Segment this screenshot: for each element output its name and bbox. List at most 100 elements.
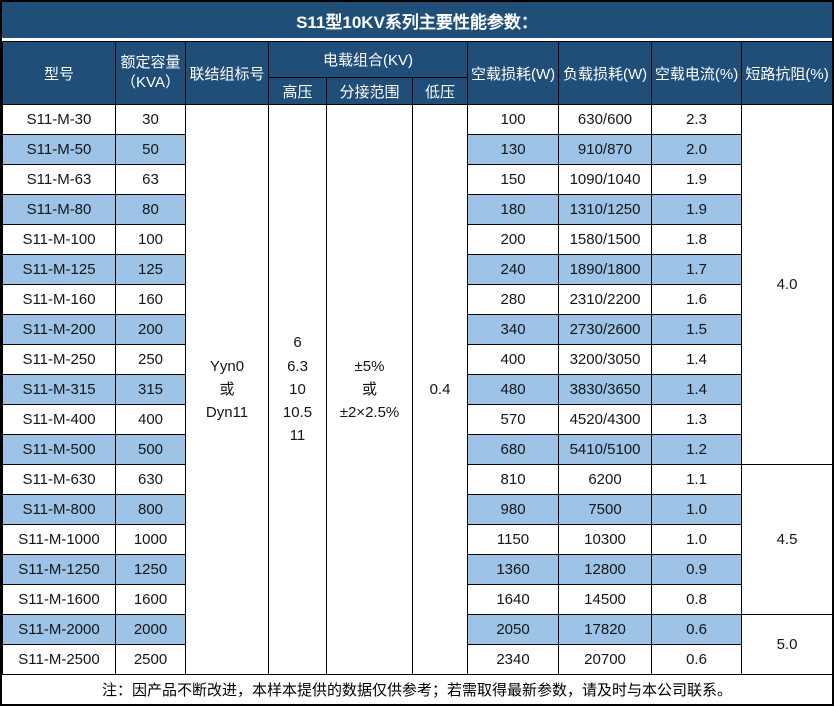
cell-no-load-loss: 200 [467, 224, 560, 255]
cell-no-load-loss: 100 [467, 104, 560, 135]
cell-impedance: 4.5 [741, 464, 832, 615]
cell-no-load-loss: 1360 [467, 554, 560, 585]
cell-model: S11-M-2000 [2, 614, 116, 645]
cell-load-loss: 3200/3050 [558, 344, 653, 375]
cell-model: S11-M-200 [2, 314, 116, 345]
table-row: S11-M-2500 2500 2340 20700 0.6 [2, 644, 833, 675]
table-row: S11-M-50 50 130 910/870 2.0 [2, 134, 833, 165]
cell-no-load-loss: 980 [467, 494, 560, 525]
cell-model: S11-M-800 [2, 494, 116, 525]
cell-no-load-current: 1.6 [651, 284, 743, 315]
col-header-connection-group: 联结组标号 [185, 41, 269, 105]
cell-capacity: 800 [115, 494, 186, 525]
cell-no-load-loss: 680 [467, 434, 560, 465]
cell-load-loss: 2310/2200 [558, 284, 653, 315]
cell-load-loss: 5410/5100 [558, 434, 653, 465]
table-row: S11-M-400 400 570 4520/4300 1.3 [2, 404, 833, 435]
table-row: S11-M-200 200 340 2730/2600 1.5 [2, 314, 833, 345]
cell-high-voltage: 6 6.3 10 10.5 11 [268, 104, 327, 675]
cell-capacity: 80 [115, 194, 186, 225]
cell-no-load-loss: 400 [467, 344, 560, 375]
header-row-1: 型号 额定容量 （KVA） 联结组标号 电载组合(KV) 空载损耗(W) 负载损… [2, 41, 832, 105]
cell-no-load-current: 1.2 [651, 434, 743, 465]
cell-capacity: 125 [115, 254, 186, 285]
cell-capacity: 315 [115, 374, 186, 405]
col-header-voltage-group: 电载组合(KV) [267, 41, 469, 78]
cell-capacity: 100 [115, 224, 186, 255]
cell-no-load-loss: 2340 [467, 644, 560, 675]
col-header-high-voltage: 高压 [268, 77, 327, 105]
cell-load-loss: 6200 [558, 464, 653, 495]
page-title: S11型10KV系列主要性能参数： [2, 2, 832, 38]
cell-no-load-loss: 130 [467, 134, 560, 165]
cell-load-loss: 630/600 [558, 104, 653, 135]
cell-capacity: 50 [115, 134, 186, 165]
table-row: S11-M-250 250 400 3200/3050 1.4 [2, 344, 833, 375]
cell-load-loss: 1090/1040 [558, 164, 653, 195]
col-header-tap-range: 分接范围 [326, 77, 413, 105]
cell-model: S11-M-250 [2, 344, 116, 375]
cell-no-load-loss: 480 [467, 374, 560, 405]
cell-capacity: 1000 [115, 524, 186, 555]
cell-no-load-loss: 570 [467, 404, 560, 435]
cell-load-loss: 20700 [558, 644, 653, 675]
cell-no-load-loss: 2050 [467, 614, 560, 645]
col-header-no-load-current: 空载电流(%) [651, 41, 743, 105]
cell-no-load-current: 1.9 [651, 194, 743, 225]
cell-load-loss: 910/870 [558, 134, 653, 165]
cell-load-loss: 3830/3650 [558, 374, 653, 405]
cell-no-load-current: 1.0 [651, 524, 743, 555]
cell-model: S11-M-160 [2, 284, 116, 315]
cell-no-load-current: 0.6 [651, 614, 743, 645]
cell-no-load-current: 1.4 [651, 344, 743, 375]
col-header-load-loss: 负载损耗(W) [558, 41, 653, 105]
cell-no-load-loss: 1640 [467, 584, 560, 615]
table-row: S11-M-125 125 240 1890/1800 1.7 [2, 254, 833, 285]
table-header: 型号 额定容量 （KVA） 联结组标号 电载组合(KV) 空载损耗(W) 负载损… [2, 41, 833, 105]
cell-load-loss: 1310/1250 [558, 194, 653, 225]
table-body: S11-M-30 30 Yyn0 或 Dyn11 6 6.3 10 10.5 1… [2, 104, 833, 675]
cell-no-load-loss: 1150 [467, 524, 560, 555]
cell-load-loss: 10300 [558, 524, 653, 555]
cell-no-load-loss: 180 [467, 194, 560, 225]
table-row: S11-M-30 30 Yyn0 或 Dyn11 6 6.3 10 10.5 1… [2, 104, 832, 675]
col-header-no-load-loss: 空载损耗(W) [467, 41, 560, 105]
cell-load-loss: 7500 [558, 494, 653, 525]
cell-model: S11-M-50 [2, 134, 116, 165]
performance-parameters-table: 型号 额定容量 （KVA） 联结组标号 电载组合(KV) 空载损耗(W) 负载损… [2, 41, 833, 675]
cell-capacity: 2500 [115, 644, 186, 675]
cell-capacity: 500 [115, 434, 186, 465]
cell-load-loss: 2730/2600 [558, 314, 653, 345]
table-row: S11-M-80 80 180 1310/1250 1.9 [2, 194, 833, 225]
cell-model: S11-M-500 [2, 434, 116, 465]
cell-impedance: 5.0 [741, 614, 832, 675]
cell-model: S11-M-30 [2, 104, 116, 135]
cell-impedance: 4.0 [741, 104, 832, 465]
cell-no-load-loss: 240 [467, 254, 560, 285]
cell-no-load-loss: 340 [467, 314, 560, 345]
cell-capacity: 400 [115, 404, 186, 435]
cell-no-load-loss: 280 [467, 284, 560, 315]
table-row: S11-M-160 160 280 2310/2200 1.6 [2, 284, 833, 315]
cell-no-load-loss: 150 [467, 164, 560, 195]
cell-capacity: 200 [115, 314, 186, 345]
cell-no-load-current: 2.0 [651, 134, 743, 165]
col-header-capacity: 额定容量 （KVA） [115, 41, 186, 105]
cell-capacity: 250 [115, 344, 186, 375]
cell-model: S11-M-100 [2, 224, 116, 255]
cell-no-load-current: 1.5 [651, 314, 743, 345]
cell-capacity: 2000 [115, 614, 186, 645]
cell-model: S11-M-80 [2, 194, 116, 225]
cell-low-voltage: 0.4 [411, 104, 469, 675]
cell-capacity: 630 [115, 464, 186, 495]
table-row: S11-M-1600 1600 1640 14500 0.8 [2, 584, 833, 615]
cell-load-loss: 14500 [558, 584, 653, 615]
header-row-2: 高压 分接范围 低压 [3, 77, 833, 105]
cell-capacity: 160 [115, 284, 186, 315]
table-row: S11-M-315 315 480 3830/3650 1.4 [2, 374, 833, 405]
cell-no-load-current: 1.1 [651, 464, 743, 495]
disclaimer-note: 注：因产品不断改进，本样本提供的数据仅供参考；若需取得最新参数，请及时与本公司联… [2, 675, 832, 704]
cell-model: S11-M-1600 [2, 584, 116, 615]
cell-model: S11-M-2500 [2, 644, 116, 675]
